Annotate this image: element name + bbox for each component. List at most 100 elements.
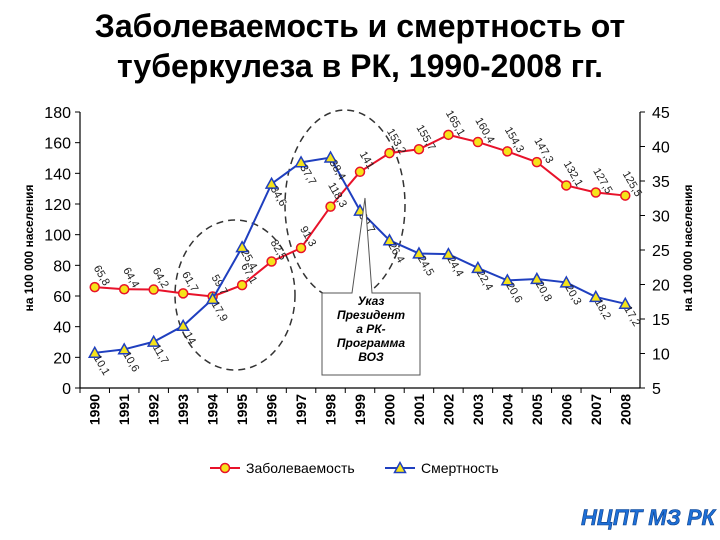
data-label: 38,4 <box>327 158 348 183</box>
data-label: 24,4 <box>444 254 465 279</box>
legend-marker <box>393 460 407 474</box>
left-tick-label: 100 <box>44 228 71 245</box>
x-tick-label: 2006 <box>558 394 574 425</box>
data-point <box>502 146 513 157</box>
x-tick-label: 1990 <box>87 394 103 425</box>
x-tick-label: 2002 <box>440 394 456 425</box>
data-point <box>413 144 425 155</box>
x-tick-label: 1997 <box>293 394 309 425</box>
legend-item-1: Заболеваемость <box>210 460 355 476</box>
data-point <box>89 281 100 293</box>
data-point <box>620 190 631 201</box>
data-label: 26,4 <box>386 241 407 266</box>
right-tick-label: 15 <box>652 312 670 329</box>
legend-marker <box>219 462 231 474</box>
data-point <box>618 296 633 309</box>
annotation-line: Указ <box>358 294 385 308</box>
left-tick-label: 140 <box>44 166 71 183</box>
annotation-line: а РК- <box>356 322 385 336</box>
x-axis: 1990 1991 1992 1993 1994 1995 1996 1997 1998 1999… <box>79 388 633 425</box>
data-label: 10,1 <box>91 353 112 378</box>
x-tick-label: 2008 <box>617 394 633 425</box>
legend-label: Заболеваемость <box>246 460 355 476</box>
data-point <box>235 240 249 253</box>
y-axis-label-left: на 100 000 населения <box>22 184 36 311</box>
data-point <box>205 291 220 305</box>
data-point <box>590 187 602 198</box>
data-point <box>87 345 102 358</box>
data-point <box>177 288 189 299</box>
y-axis-label-right: на 100 000 населения <box>681 184 695 311</box>
legend-item-2: Смертность <box>385 460 499 476</box>
data-label: 17,9 <box>209 299 230 324</box>
data-point <box>266 256 277 267</box>
x-tick-label: 2005 <box>529 394 545 425</box>
data-label: 17,2 <box>621 304 642 329</box>
data-point <box>412 246 426 259</box>
right-tick-label: 35 <box>652 174 670 191</box>
left-axis: 0 20 40 60 80 100 120 140 160 180 <box>44 105 80 398</box>
data-label: 20,3 <box>562 283 583 308</box>
left-tick-label: 40 <box>53 320 71 337</box>
left-tick-label: 0 <box>62 381 71 398</box>
right-tick-label: 40 <box>652 140 670 157</box>
data-point <box>561 180 572 191</box>
data-label: 37,7 <box>297 163 318 188</box>
data-point <box>441 247 456 260</box>
data-point <box>236 279 248 291</box>
data-label: 22,4 <box>474 268 495 293</box>
annotation-box <box>321 197 421 376</box>
data-point <box>500 273 515 286</box>
x-tick-label: 1995 <box>234 394 250 425</box>
data-point <box>294 155 308 168</box>
x-tick-label: 2004 <box>499 394 515 425</box>
annotation-line: ВОЗ <box>358 350 384 364</box>
data-point <box>146 334 161 347</box>
data-point <box>117 342 131 355</box>
data-point <box>472 136 484 148</box>
data-point <box>354 166 366 178</box>
x-tick-label: 1992 <box>146 394 162 425</box>
data-point <box>443 129 454 141</box>
x-tick-label: 1994 <box>205 394 221 425</box>
data-point <box>323 150 338 163</box>
right-tick-label: 25 <box>652 243 670 260</box>
x-tick-label: 1993 <box>175 394 191 425</box>
data-point <box>148 284 159 295</box>
data-point <box>382 233 397 246</box>
x-tick-label: 1998 <box>323 394 339 425</box>
data-point <box>295 242 307 254</box>
highlight-circle-1994-1997 <box>174 219 296 371</box>
data-label: 20,8 <box>533 279 554 304</box>
x-tick-label: 2000 <box>381 394 397 425</box>
chart-title-line-2: туберкулеза в РК, 1990-2008 гг. <box>116 48 604 84</box>
legend: Заболеваемость Смертность <box>210 460 499 476</box>
right-tick-label: 45 <box>652 105 670 122</box>
x-tick-label: 1991 <box>116 394 132 425</box>
data-point <box>589 289 603 303</box>
data-point <box>176 318 190 332</box>
data-point <box>471 260 485 274</box>
data-point <box>118 284 130 295</box>
x-tick-label: 2007 <box>588 394 604 425</box>
data-label: 20,6 <box>503 281 524 306</box>
annotation-callout: Указ Президент а РК-Программа ВОЗ <box>321 197 421 376</box>
chart-title: Заболеваемость и смертность от туберкуле… <box>0 6 720 86</box>
right-tick-label: 20 <box>652 278 670 295</box>
annotation-text: Указ Президент а РК-Программа ВОЗ <box>337 294 405 364</box>
data-label: 24,5 <box>415 254 436 279</box>
right-tick-label: 5 <box>652 381 661 398</box>
data-point <box>264 176 279 189</box>
annotation-line: Президент <box>337 308 405 322</box>
data-label: 11,7 <box>150 342 171 366</box>
chart-title-line-1: Заболеваемость и смертность от <box>94 8 626 44</box>
data-point <box>384 147 395 159</box>
left-tick-label: 80 <box>53 258 71 275</box>
right-tick-label: 30 <box>652 209 670 226</box>
data-point <box>530 271 544 285</box>
left-tick-label: 120 <box>44 197 71 214</box>
logo-text: НЦПТ МЗ РК <box>581 505 717 530</box>
data-point <box>531 156 543 168</box>
right-axis: 5 10 15 20 25 30 35 40 45 <box>640 105 670 398</box>
